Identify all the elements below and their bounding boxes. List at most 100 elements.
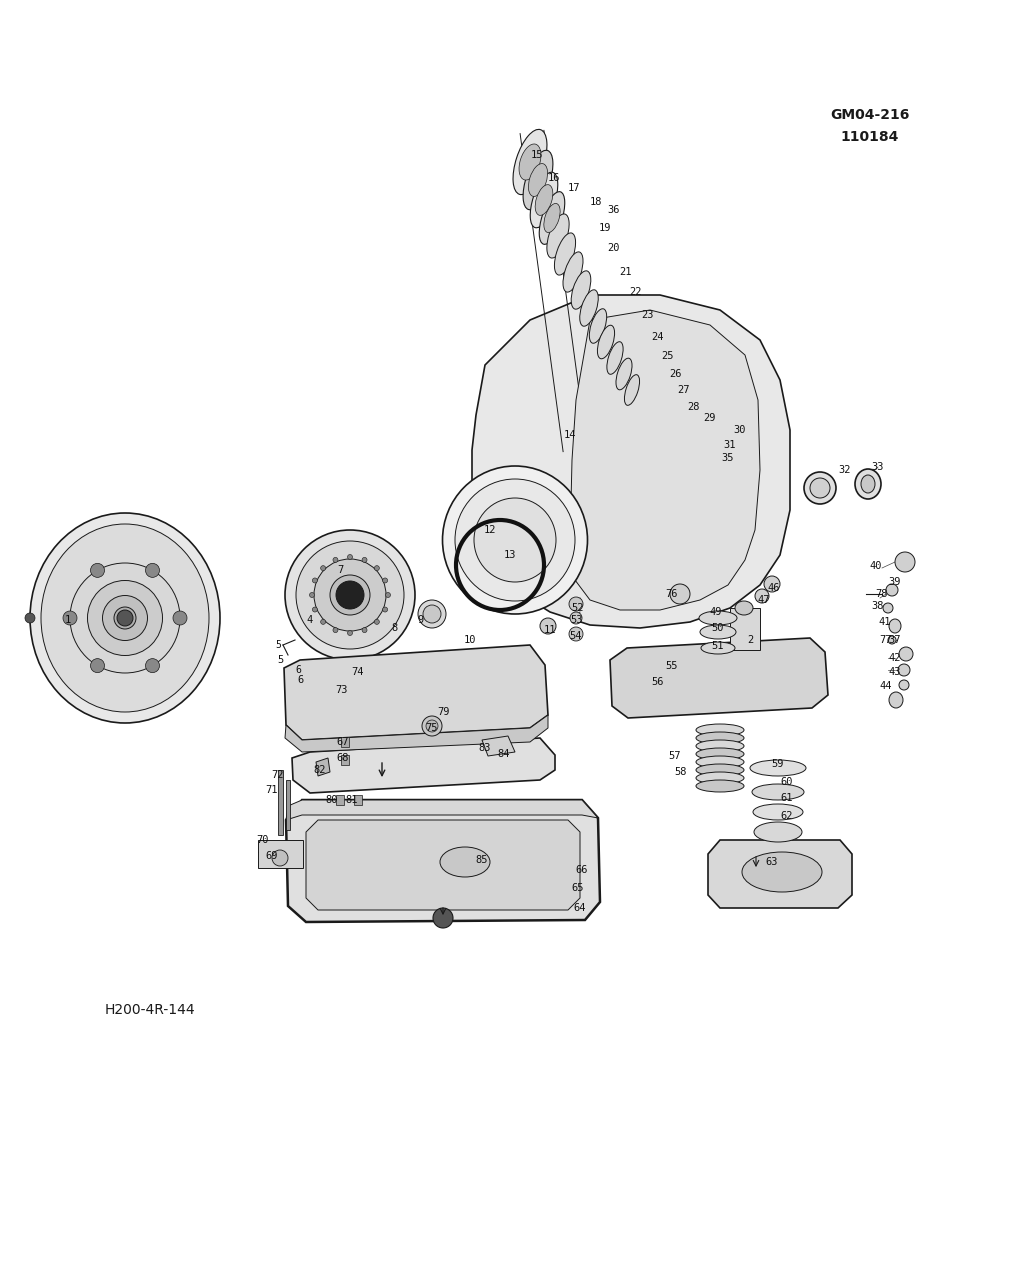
- Ellipse shape: [554, 233, 575, 275]
- Text: 31: 31: [724, 440, 736, 451]
- Text: 5: 5: [276, 655, 283, 666]
- Text: 33: 33: [871, 462, 885, 472]
- Ellipse shape: [426, 719, 438, 732]
- Text: 9: 9: [417, 614, 423, 625]
- Polygon shape: [570, 310, 760, 611]
- Polygon shape: [286, 800, 600, 922]
- Text: 65: 65: [571, 883, 585, 893]
- Bar: [278, 771, 283, 835]
- Circle shape: [272, 850, 288, 867]
- Polygon shape: [316, 758, 330, 776]
- Ellipse shape: [523, 150, 553, 210]
- Circle shape: [362, 557, 367, 562]
- Text: 77: 77: [880, 635, 892, 645]
- Text: 11: 11: [544, 625, 556, 635]
- Text: 37: 37: [889, 635, 901, 645]
- Ellipse shape: [544, 204, 560, 233]
- Text: 50: 50: [712, 623, 724, 634]
- Text: 56: 56: [651, 677, 665, 687]
- Ellipse shape: [528, 164, 548, 196]
- Circle shape: [145, 659, 160, 672]
- Ellipse shape: [810, 477, 830, 498]
- Circle shape: [433, 908, 453, 928]
- Text: 23: 23: [642, 310, 654, 320]
- Ellipse shape: [590, 308, 606, 343]
- Circle shape: [90, 659, 104, 672]
- Text: 17: 17: [567, 183, 581, 193]
- Circle shape: [375, 566, 379, 571]
- Polygon shape: [472, 294, 790, 628]
- Ellipse shape: [440, 847, 490, 877]
- Ellipse shape: [696, 780, 744, 792]
- Text: 2: 2: [746, 635, 753, 645]
- Ellipse shape: [530, 173, 558, 228]
- Ellipse shape: [70, 563, 180, 673]
- Circle shape: [173, 611, 187, 625]
- Ellipse shape: [886, 584, 898, 596]
- Text: 75: 75: [426, 723, 438, 733]
- Circle shape: [540, 618, 556, 634]
- Ellipse shape: [296, 541, 404, 649]
- Text: 35: 35: [722, 453, 734, 463]
- Ellipse shape: [540, 192, 565, 244]
- Circle shape: [145, 563, 160, 577]
- Text: 5: 5: [275, 640, 281, 650]
- Text: 110184: 110184: [841, 131, 899, 145]
- Circle shape: [312, 579, 317, 582]
- Circle shape: [336, 581, 364, 609]
- Circle shape: [309, 593, 314, 598]
- Ellipse shape: [330, 575, 370, 614]
- Ellipse shape: [536, 184, 553, 215]
- Ellipse shape: [883, 603, 893, 613]
- Polygon shape: [708, 840, 852, 908]
- Ellipse shape: [735, 602, 753, 614]
- Polygon shape: [286, 800, 598, 820]
- Circle shape: [362, 627, 367, 632]
- Circle shape: [333, 627, 338, 632]
- Text: 7: 7: [337, 564, 343, 575]
- Ellipse shape: [114, 607, 136, 628]
- Ellipse shape: [889, 620, 901, 634]
- Text: 64: 64: [573, 902, 587, 913]
- Text: 8: 8: [392, 623, 398, 634]
- Text: 30: 30: [734, 425, 746, 435]
- Text: 15: 15: [530, 150, 544, 160]
- Ellipse shape: [696, 724, 744, 736]
- Circle shape: [383, 579, 388, 582]
- Circle shape: [117, 611, 133, 626]
- Ellipse shape: [889, 692, 903, 708]
- Ellipse shape: [418, 600, 446, 628]
- Circle shape: [375, 620, 379, 625]
- Bar: [730, 608, 760, 650]
- Text: 32: 32: [839, 465, 851, 475]
- Polygon shape: [292, 739, 555, 794]
- Text: 24: 24: [651, 332, 665, 342]
- Text: 41: 41: [879, 617, 891, 627]
- Text: 43: 43: [889, 667, 901, 677]
- Ellipse shape: [87, 581, 163, 655]
- Text: 46: 46: [768, 582, 780, 593]
- Text: 81: 81: [346, 795, 358, 805]
- Text: 16: 16: [548, 173, 560, 183]
- Circle shape: [90, 563, 104, 577]
- Text: 54: 54: [569, 631, 583, 641]
- Circle shape: [321, 566, 326, 571]
- Text: 38: 38: [871, 602, 885, 611]
- Text: 59: 59: [772, 759, 784, 769]
- Text: 20: 20: [608, 243, 621, 253]
- Text: 6: 6: [297, 675, 303, 685]
- Ellipse shape: [696, 748, 744, 760]
- Text: 51: 51: [712, 641, 724, 652]
- Ellipse shape: [41, 524, 209, 712]
- Text: 85: 85: [476, 855, 488, 865]
- Text: 79: 79: [437, 707, 451, 717]
- Bar: [341, 737, 349, 748]
- Ellipse shape: [513, 129, 547, 195]
- Ellipse shape: [753, 804, 803, 820]
- Ellipse shape: [899, 680, 909, 690]
- Ellipse shape: [696, 740, 744, 753]
- Circle shape: [383, 607, 388, 612]
- Ellipse shape: [625, 375, 640, 406]
- Circle shape: [569, 627, 583, 641]
- Text: 36: 36: [608, 205, 621, 215]
